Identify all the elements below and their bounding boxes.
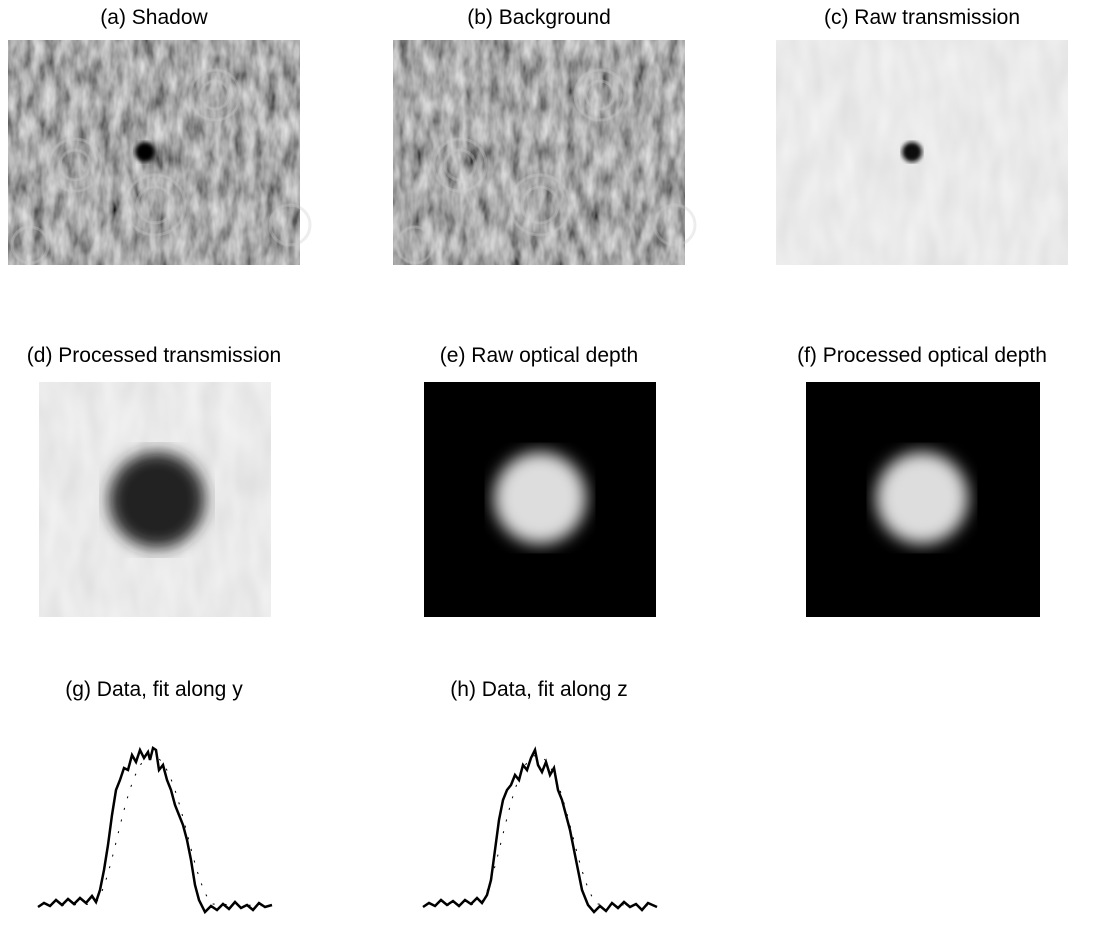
panel-title: (a) Shadow (100, 6, 208, 29)
processed-transmission-image (39, 382, 271, 617)
raw-transmission-image (776, 40, 1068, 265)
profile-plot-z (422, 746, 658, 914)
profile-plot-y (37, 745, 273, 915)
raw-optical-depth-image (424, 382, 656, 617)
panel-title: (b) Background (467, 6, 611, 29)
shadow-image (8, 40, 312, 265)
panel-title: (g) Data, fit along y (65, 678, 243, 701)
processed-optical-depth-image (806, 382, 1040, 617)
panel-title: (f) Processed optical depth (797, 344, 1047, 367)
panel-title: (e) Raw optical depth (439, 344, 639, 367)
panel-title: (h) Data, fit along z (450, 678, 628, 701)
panel-title: (c) Raw transmission (823, 6, 1021, 29)
panel-title: (d) Processed transmission (26, 344, 282, 367)
background-image (393, 40, 697, 265)
